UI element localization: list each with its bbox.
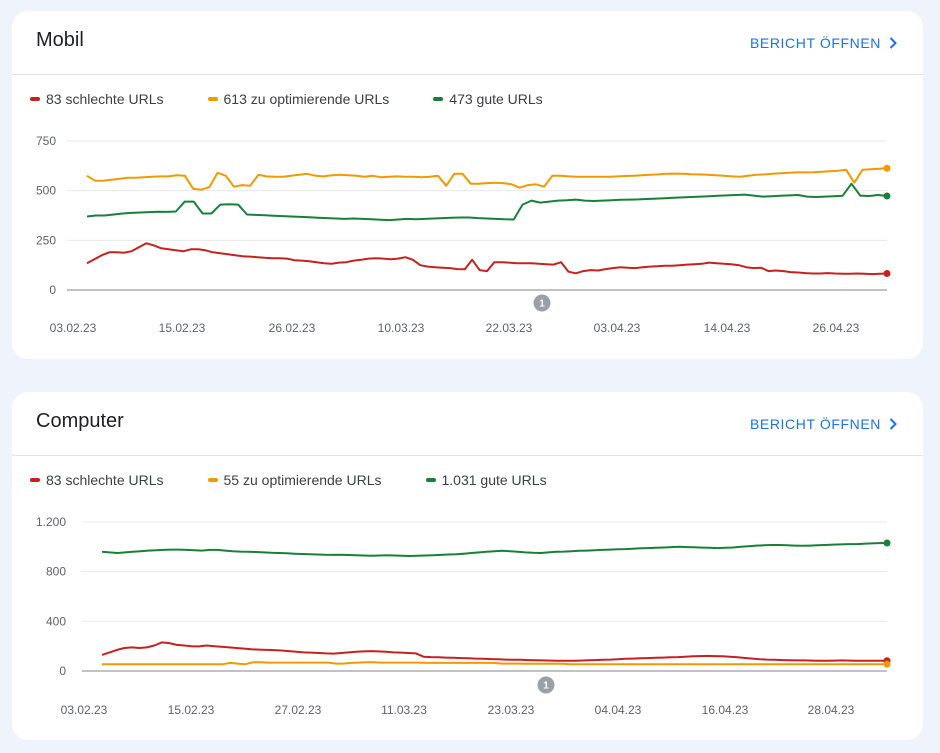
series-end-point <box>883 270 891 278</box>
legend-swatch-bad <box>30 478 40 482</box>
x-tick-label: 15.02.23 <box>159 321 206 335</box>
legend-label-good: 1.031 gute URLs <box>441 472 547 488</box>
x-tick-label: 10.03.23 <box>378 321 425 335</box>
x-tick-label: 26.02.23 <box>269 321 316 335</box>
x-tick-label: 03.02.23 <box>61 703 108 717</box>
x-tick-label: 03.02.23 <box>50 321 97 335</box>
report-card-desktop: Computer BERICHT ÖFFNEN 83 schlechte URL… <box>12 392 923 740</box>
open-report-button[interactable]: BERICHT ÖFFNEN <box>750 35 897 51</box>
y-tick-label: 800 <box>46 565 66 579</box>
x-tick-label: 11.03.23 <box>381 703 427 717</box>
series-end-point <box>883 539 891 547</box>
x-tick-label: 22.03.23 <box>486 321 533 335</box>
x-tick-label: 23.03.23 <box>488 703 535 717</box>
annotation-label: 1 <box>543 681 549 692</box>
x-tick-label: 16.04.23 <box>702 703 749 717</box>
legend-item-bad[interactable]: 83 schlechte URLs <box>30 91 164 107</box>
line-chart-mobile[interactable]: 0 250 500 750 03.02.23 15.02.23 26.02.23 10.03.… <box>12 11 923 359</box>
x-tick-label: 28.04.23 <box>808 703 855 717</box>
series-line <box>86 242 888 276</box>
card-title: Computer <box>36 410 124 432</box>
series-end-point <box>883 164 891 172</box>
series-line <box>86 167 888 191</box>
y-tick-label: 750 <box>36 134 56 148</box>
y-tick-label: 1.200 <box>36 515 66 529</box>
chart-legend: 83 schlechte URLs 613 zu optimierende UR… <box>30 91 587 107</box>
open-report-label: BERICHT ÖFFNEN <box>749 416 881 432</box>
chevron-right-icon <box>889 37 897 49</box>
y-tick-label: 400 <box>46 614 66 628</box>
legend-label-needs-improvement: 613 zu optimierende URLs <box>223 91 390 107</box>
series-line <box>101 542 888 557</box>
x-tick-label: 27.02.23 <box>275 703 322 717</box>
series-line <box>102 661 887 666</box>
annotation-label: 1 <box>539 299 545 310</box>
y-tick-label: 500 <box>36 184 56 198</box>
legend-item-bad[interactable]: 83 schlechte URLs <box>30 472 164 488</box>
report-card-mobile: Mobil BERICHT ÖFFNEN 83 schlechte URLs 6… <box>12 11 923 359</box>
x-tick-label: 14.04.23 <box>704 321 751 335</box>
card-title: Mobil <box>36 29 84 51</box>
chart-legend: 83 schlechte URLs 55 zu optimierende URL… <box>30 472 591 488</box>
legend-item-good[interactable]: 1.031 gute URLs <box>425 472 547 488</box>
legend-swatch-bad <box>30 97 40 101</box>
card-header: Computer BERICHT ÖFFNEN <box>12 392 923 456</box>
series-end-point <box>883 660 891 668</box>
x-tick-label: 03.04.23 <box>594 321 641 335</box>
series-line <box>101 641 887 662</box>
annotation-marker[interactable]: 1 <box>533 294 551 312</box>
x-tick-label: 26.04.23 <box>813 321 860 335</box>
legend-swatch-good <box>425 478 436 482</box>
legend-label-bad: 83 schlechte URLs <box>46 472 164 488</box>
annotation-circle <box>537 676 555 694</box>
y-tick-label: 0 <box>59 664 66 678</box>
legend-swatch-needs-improvement <box>207 97 218 101</box>
open-report-button[interactable]: BERICHT ÖFFNEN <box>750 416 897 432</box>
legend-label-bad: 83 schlechte URLs <box>46 91 164 107</box>
series-line <box>86 182 888 222</box>
legend-label-needs-improvement: 55 zu optimierende URLs <box>223 472 382 488</box>
open-report-label: BERICHT ÖFFNEN <box>749 35 881 51</box>
legend-swatch-needs-improvement <box>207 478 218 482</box>
x-tick-label: 04.04.23 <box>595 703 642 717</box>
y-tick-label: 0 <box>49 283 56 297</box>
card-header: Mobil BERICHT ÖFFNEN <box>12 11 923 75</box>
legend-item-needs-improvement[interactable]: 55 zu optimierende URLs <box>207 472 382 488</box>
x-tick-label: 15.02.23 <box>168 703 215 717</box>
legend-label-good: 473 gute URLs <box>449 91 543 107</box>
legend-item-good[interactable]: 473 gute URLs <box>433 91 543 107</box>
legend-item-needs-improvement[interactable]: 613 zu optimierende URLs <box>207 91 390 107</box>
chevron-right-icon <box>889 418 897 430</box>
annotation-circle <box>533 294 551 312</box>
annotation-marker[interactable]: 1 <box>537 676 555 694</box>
legend-swatch-good <box>433 97 444 101</box>
series-end-point <box>883 192 891 200</box>
y-tick-label: 250 <box>36 233 56 247</box>
